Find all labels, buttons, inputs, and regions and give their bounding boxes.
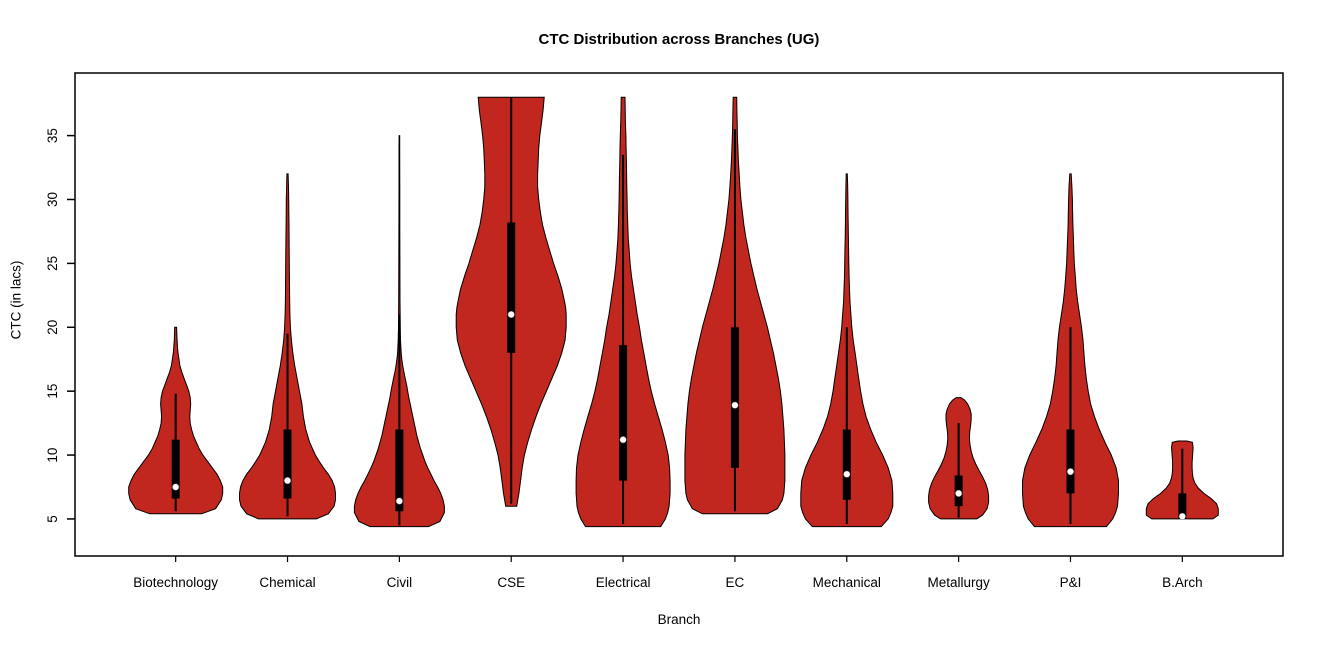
y-tick-label: 30 [45, 192, 60, 207]
y-tick-label: 10 [45, 448, 60, 463]
x-tick-label-biotechnology: Biotechnology [133, 575, 218, 590]
median-dot-biotechnology [172, 483, 180, 491]
median-dot-cse [507, 310, 515, 319]
x-tick-label-metallurgy: Metallurgy [927, 575, 990, 590]
median-dot-metallurgy [955, 489, 963, 497]
y-tick-label: 5 [45, 515, 60, 523]
median-dot-ec [731, 401, 739, 409]
median-dot-p-i [1066, 468, 1075, 476]
iqr-box-chemical [283, 429, 292, 499]
median-dot-chemical [283, 477, 292, 485]
y-tick-label: 20 [45, 320, 60, 335]
iqr-box-civil [395, 429, 404, 512]
iqr-box-ec [730, 327, 739, 468]
plot-border [74, 72, 1284, 557]
iqr-box-cse [507, 222, 516, 353]
x-tick-label-cse: CSE [497, 575, 525, 590]
median-dot-b-arch [1178, 512, 1186, 520]
x-tick-label-ec: EC [726, 575, 745, 590]
x-tick-label-mechanical: Mechanical [813, 575, 881, 590]
y-tick-label: 35 [45, 128, 60, 143]
median-dot-electrical [619, 436, 627, 444]
x-axis-title: Branch [657, 612, 701, 627]
y-tick-label: 25 [45, 256, 60, 271]
iqr-box-p-i [1066, 429, 1075, 494]
iqr-box-biotechnology [171, 439, 180, 499]
x-tick-label-civil: Civil [387, 575, 413, 590]
median-dot-mechanical [843, 470, 851, 478]
median-dot-civil [395, 497, 403, 505]
y-tick-label: 15 [45, 384, 60, 399]
x-tick-label-chemical: Chemical [259, 575, 315, 590]
iqr-box-mechanical [842, 429, 851, 500]
x-tick-label-p-i: P&I [1060, 575, 1082, 590]
x-tick-label-b-arch: B.Arch [1162, 575, 1203, 590]
iqr-box-electrical [619, 345, 628, 481]
iqr-box-b-arch [1178, 493, 1187, 519]
chart-title: CTC Distribution across Branches (UG) [538, 31, 820, 48]
x-tick-label-electrical: Electrical [596, 575, 651, 590]
